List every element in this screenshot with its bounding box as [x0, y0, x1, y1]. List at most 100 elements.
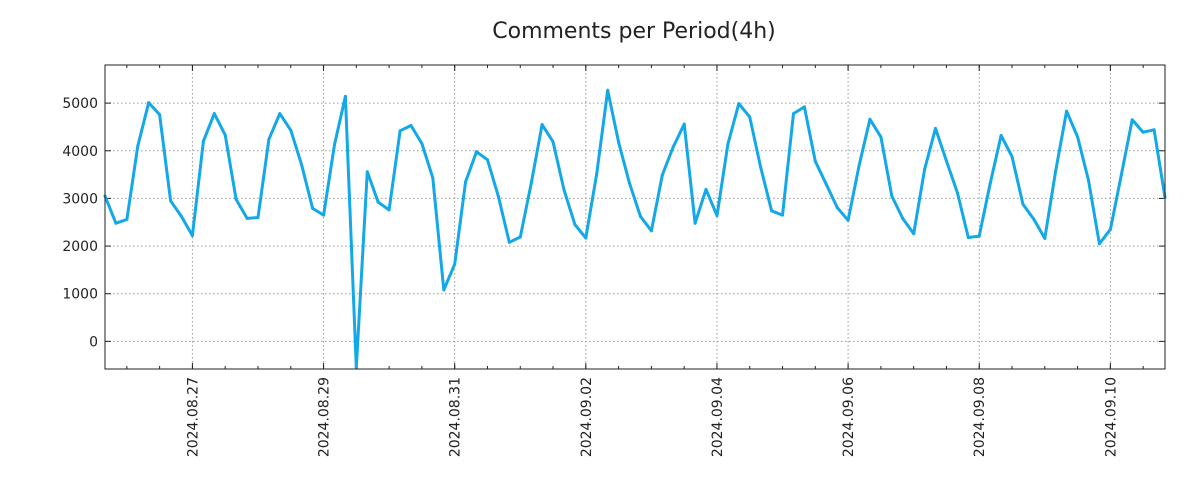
y-tick-label: 4000 — [62, 144, 98, 160]
data-point — [726, 142, 730, 146]
data-point — [1032, 217, 1036, 221]
data-point — [1141, 130, 1145, 134]
chart-title: Comments per Period(4h) — [492, 19, 776, 44]
data-point — [398, 129, 402, 133]
data-point — [322, 213, 326, 217]
data-point — [1043, 236, 1047, 240]
data-point — [464, 180, 468, 184]
data-point — [639, 215, 642, 218]
data-point — [1119, 173, 1123, 177]
data-point — [1010, 155, 1014, 158]
data-point — [169, 199, 173, 203]
data-point — [453, 262, 457, 266]
data-point — [1054, 169, 1058, 173]
data-point — [693, 221, 697, 225]
data-point — [256, 216, 260, 219]
data-point — [792, 112, 795, 116]
grid — [105, 65, 1165, 369]
data-point — [671, 145, 675, 149]
data-point — [988, 182, 992, 186]
data-point — [158, 113, 162, 117]
data-point — [267, 137, 271, 141]
data-point — [857, 164, 861, 168]
data-point — [628, 181, 631, 185]
data-point — [824, 182, 828, 186]
data-point — [212, 112, 216, 116]
data-point — [496, 195, 500, 198]
x-tick-label: 2024.09.10 — [1103, 377, 1119, 457]
data-point — [715, 214, 719, 218]
data-point — [486, 158, 489, 162]
data-point — [1087, 178, 1090, 182]
data-point — [551, 140, 555, 144]
data-point — [802, 105, 806, 109]
data-point — [1065, 109, 1069, 113]
data-point — [562, 188, 566, 192]
y-tick-label: 1000 — [62, 287, 98, 303]
data-point — [387, 208, 391, 212]
data-point — [300, 163, 304, 167]
plot-frame — [104, 64, 1166, 370]
data-point — [540, 123, 544, 127]
axes: 0 1000 2000 3000 4000 5000 2024.08.27 2024.08.2… — [62, 65, 1165, 457]
data-point — [529, 182, 533, 186]
data-point — [923, 167, 927, 171]
data-point — [999, 134, 1003, 137]
data-point — [311, 206, 315, 210]
data-point — [770, 209, 774, 213]
data-point — [912, 232, 916, 236]
data-point — [660, 173, 664, 177]
data-point — [835, 206, 839, 209]
data-point — [114, 221, 118, 225]
data-point — [507, 240, 511, 244]
data-point — [737, 102, 741, 106]
x-tick-label: 2024.08.27 — [185, 377, 201, 457]
series-layer — [103, 88, 1167, 370]
data-point — [595, 171, 599, 175]
data-point — [606, 88, 610, 92]
data-point — [180, 215, 183, 218]
x-tick-label: 2024.09.02 — [579, 377, 595, 457]
data-point — [781, 213, 784, 217]
data-point — [1152, 128, 1156, 132]
data-point — [890, 194, 894, 198]
data-point — [1108, 227, 1112, 231]
data-point — [475, 150, 478, 154]
data-point — [333, 143, 336, 147]
data-point — [245, 216, 249, 220]
data-point — [343, 94, 347, 98]
data-point — [278, 112, 282, 116]
data-point — [617, 140, 621, 144]
data-point — [223, 133, 227, 137]
series-line-comments — [103, 88, 1167, 370]
data-point — [518, 235, 522, 239]
data-point — [748, 115, 752, 119]
x-tick-label: 2024.09.08 — [972, 377, 988, 457]
data-point — [682, 122, 686, 126]
x-tick-label: 2024.09.04 — [710, 377, 726, 457]
data-point — [234, 197, 238, 201]
y-tick-label: 0 — [89, 334, 98, 350]
data-point — [813, 159, 817, 163]
x-tick-label: 2024.08.29 — [317, 377, 333, 457]
data-point — [442, 288, 446, 292]
data-point — [1097, 242, 1101, 246]
y-tick-label: 5000 — [62, 96, 98, 112]
y-tick-label: 2000 — [62, 239, 98, 255]
data-point — [1076, 135, 1080, 139]
data-point — [409, 124, 413, 127]
data-point — [649, 229, 653, 233]
data-point — [420, 142, 424, 146]
data-point — [354, 366, 358, 370]
data-point — [431, 176, 435, 180]
data-point — [584, 236, 588, 240]
data-point — [1021, 202, 1025, 206]
data-point — [879, 135, 883, 139]
data-point — [977, 234, 981, 238]
data-point — [966, 236, 970, 239]
y-tick-label: 3000 — [62, 191, 98, 207]
data-point — [136, 144, 140, 148]
data-point — [190, 234, 194, 238]
data-point — [376, 200, 380, 204]
